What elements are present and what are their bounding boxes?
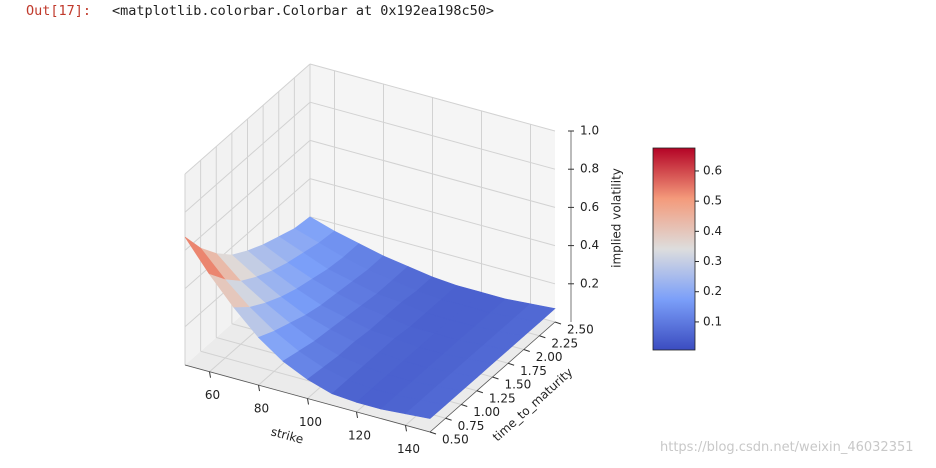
- y-tick: [507, 362, 515, 366]
- x-tick-label: 80: [254, 402, 269, 416]
- y-tick-label: 1.75: [520, 364, 547, 378]
- x-tick-label: 100: [299, 415, 322, 429]
- z-tick-label: 0.8: [580, 162, 599, 176]
- z-axis-label: implied volatility: [610, 168, 624, 268]
- x-tick: [405, 425, 407, 432]
- z-tick-label: 0.4: [580, 238, 599, 252]
- grid-line: [309, 63, 556, 132]
- y-tick: [523, 349, 530, 352]
- x-tick: [356, 411, 358, 418]
- y-tick: [476, 390, 484, 394]
- grid-line: [309, 178, 556, 247]
- output-text: <matplotlib.colorbar.Colorbar at 0x192ea…: [112, 3, 495, 19]
- output-prompt: Out[17]:: [26, 3, 92, 19]
- colorbar-tick-label: 0.3: [703, 254, 722, 268]
- colorbar: [652, 147, 696, 351]
- y-tick-label: 2.00: [536, 350, 563, 364]
- x-tick: [307, 398, 309, 405]
- y-tick: [492, 376, 499, 380]
- y-tick: [445, 417, 452, 421]
- z-tick-label: 0.2: [580, 276, 599, 290]
- y-tick-label: 0.75: [458, 419, 485, 433]
- colorbar-tick-label: 0.4: [703, 224, 722, 238]
- y-tick-label: 1.50: [505, 378, 532, 392]
- y-tick-label: 0.50: [442, 433, 469, 447]
- colorbar-tick-label: 0.6: [703, 163, 722, 177]
- y-tick: [429, 431, 437, 435]
- grid-line: [184, 63, 311, 175]
- y-tick-label: 1.25: [489, 391, 516, 405]
- y-tick: [461, 404, 468, 407]
- z-tick-label: 1.0: [580, 124, 599, 138]
- grid-line: [184, 140, 311, 251]
- x-tick-label: 140: [397, 442, 420, 456]
- y-tick: [554, 321, 562, 325]
- colorbar-tick-label: 0.1: [703, 314, 722, 328]
- grid-line: [309, 139, 556, 208]
- grid-line: [309, 216, 556, 285]
- grid-line: [184, 101, 311, 213]
- watermark: https://blog.csdn.net/weixin_46032351: [660, 440, 914, 455]
- y-tick: [539, 335, 546, 339]
- y-tick-label: 1.00: [473, 405, 500, 419]
- x-tick: [209, 371, 211, 378]
- colorbar-tick-label: 0.5: [703, 194, 722, 208]
- colorbar-tick-label: 0.2: [703, 284, 722, 298]
- grid-line: [184, 178, 311, 289]
- z-tick-label: 0.6: [580, 200, 599, 214]
- surface-patch: [404, 399, 447, 419]
- grid-line: [309, 101, 556, 170]
- y-tick-label: 2.25: [551, 336, 578, 350]
- x-tick-label: 60: [205, 388, 220, 402]
- x-tick-label: 120: [348, 428, 371, 442]
- x-tick: [258, 385, 260, 392]
- y-tick-label: 2.50: [567, 323, 594, 337]
